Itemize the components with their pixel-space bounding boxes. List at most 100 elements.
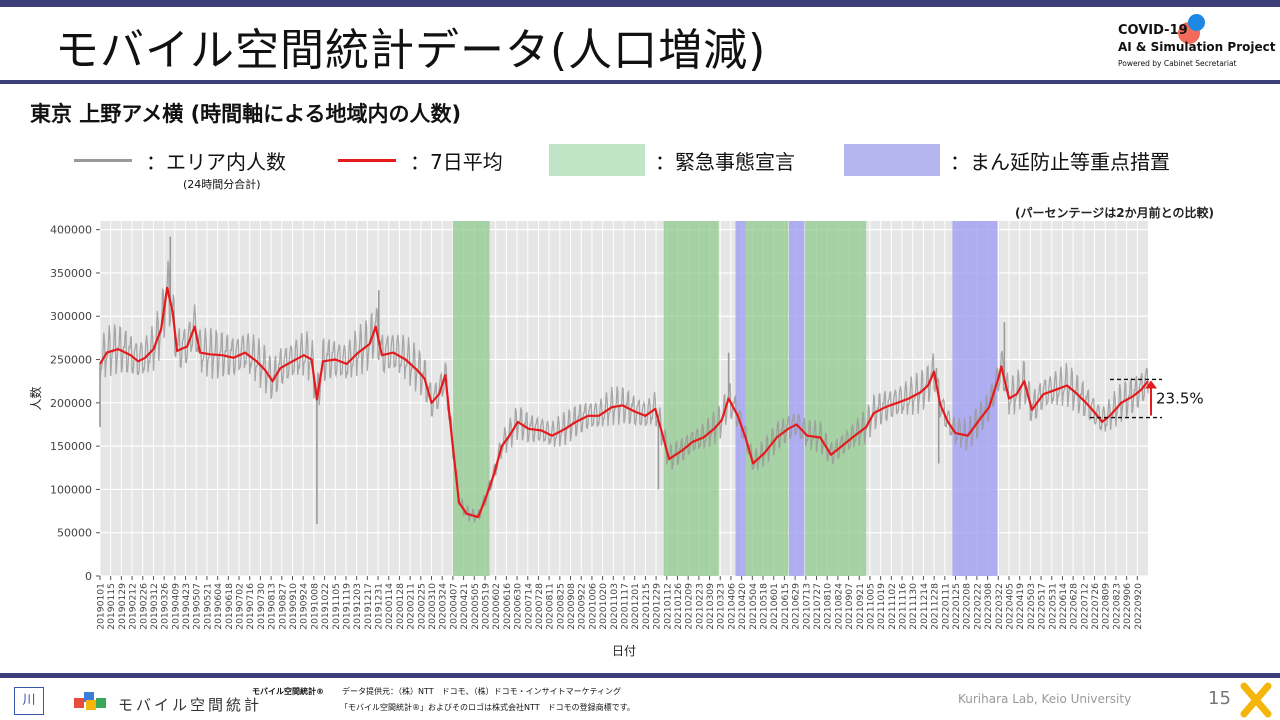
- x-tick-label: 20200324: [438, 583, 449, 630]
- x-tick-label: 20220503: [1026, 583, 1037, 630]
- avg7-series-line: [99, 286, 1149, 519]
- x-tick-label: 20200225: [416, 583, 427, 630]
- x-tick-label: 20190507: [192, 583, 203, 630]
- page-number: 15: [1208, 688, 1231, 709]
- x-tick-label: 20191105: [331, 583, 342, 630]
- x-tick-label: 20211116: [898, 583, 909, 630]
- x-tick-label: 20191119: [341, 583, 352, 630]
- x-tick-label: 20210601: [769, 583, 780, 630]
- x-tick-label: 20200128: [395, 583, 406, 630]
- x-tick-label: 20191022: [320, 583, 331, 630]
- x-tick-label: 20190618: [224, 583, 235, 630]
- x-tick-label: 20220322: [994, 583, 1005, 630]
- x-tick-label: 20211102: [887, 583, 898, 630]
- x-tick-label: 20200811: [545, 583, 556, 630]
- emergency-period: [452, 221, 490, 576]
- legend-avg-swatch: [338, 158, 396, 162]
- footer-credit: Kurihara Lab, Keio University: [958, 692, 1132, 706]
- x-tick-label: 20200211: [406, 583, 417, 630]
- x-tick-label: 20190423: [181, 583, 192, 630]
- x-mark-icon: [1240, 682, 1272, 718]
- x-tick-label: 20220111: [940, 583, 951, 630]
- legend-raw: ：エリア内人数: [74, 144, 286, 176]
- top-accent-bar: [0, 0, 1280, 7]
- x-tick-label: 20190910: [288, 583, 299, 630]
- x-tick-label: 20200421: [459, 583, 470, 630]
- footer-data-source: データ提供元：（株）NTT ドコモ、（株）ドコモ・インサイトマーケティング: [342, 687, 621, 696]
- x-axis-title: 日付: [612, 644, 636, 658]
- y-tick-label: 200000: [50, 397, 92, 410]
- x-tick-label: 20211214: [919, 583, 930, 630]
- emergency-period: [805, 221, 867, 576]
- x-tick-label: 20210504: [748, 583, 759, 630]
- y-tick-label: 100000: [50, 483, 92, 496]
- legend-priority: ：まん延防止等重点措置: [844, 144, 1170, 176]
- x-tick-label: 20210810: [823, 583, 834, 630]
- x-tick-label: 20200630: [513, 583, 524, 630]
- x-tick-label: 20200908: [566, 583, 577, 630]
- x-tick-label: 20210615: [780, 583, 791, 630]
- x-tick-label: 20190129: [117, 583, 128, 630]
- legend-emergency: ：緊急事態宣言: [549, 144, 795, 176]
- legend-priority-swatch: [844, 144, 940, 176]
- x-tick-label: 20210629: [791, 583, 802, 630]
- y-tick-label: 350000: [50, 267, 92, 280]
- y-tick-label: 400000: [50, 224, 92, 237]
- x-tick-label: 20220628: [1069, 583, 1080, 630]
- x-tick-label: 20201229: [652, 583, 663, 630]
- x-tick-label: 20220208: [962, 583, 973, 630]
- population-chart: 0 50000 100000 150000 200000 250000 300000 3500…: [28, 205, 1214, 658]
- footer-trademark: 「モバイル空間統計®」およびそのロゴは株式会社NTT ドコモの登録商標です。: [340, 703, 635, 712]
- priority-period: [788, 221, 805, 576]
- logo-line-1: COVID-19: [1118, 23, 1188, 38]
- x-tick-label: 20200310: [427, 583, 438, 630]
- x-tick-label: 20210727: [812, 583, 823, 630]
- x-tick-label: 20190326: [160, 583, 171, 630]
- x-tick-label: 20190827: [277, 583, 288, 630]
- page-title: モバイル空間統計データ(人口増減): [55, 25, 767, 76]
- legend-emergency-label: ：緊急事態宣言: [655, 149, 795, 174]
- y-tick-label: 50000: [57, 527, 92, 540]
- x-tick-label: 20200505: [470, 583, 481, 630]
- x-tick-label: 20190604: [213, 583, 224, 630]
- x-tick-label: 20220920: [1133, 583, 1144, 630]
- x-tick-label: 20190924: [299, 583, 310, 630]
- bracket-arrow-head: [1145, 380, 1157, 389]
- y-tick-label: 0: [85, 570, 92, 583]
- chart-subtitle: 東京 上野アメ横 (時間軸による地域内の人数): [30, 102, 462, 126]
- x-tick-label: 20210921: [855, 583, 866, 630]
- x-tick-label: 20201117: [620, 583, 631, 630]
- priority-period: [735, 221, 746, 576]
- x-tick-label: 20200114: [384, 583, 395, 630]
- x-tick-label: 20190730: [256, 583, 267, 630]
- legend-raw-note: (24時間分合計): [183, 178, 261, 191]
- x-tick-label: 20220726: [1090, 583, 1101, 630]
- x-tick-label: 20190226: [138, 583, 149, 630]
- x-tick-label: 20200407: [448, 583, 459, 630]
- x-tick-label: 20220809: [1101, 583, 1112, 630]
- x-tick-label: 20210406: [726, 583, 737, 630]
- legend-emergency-swatch: [549, 144, 645, 176]
- x-tick-label: 20220125: [951, 583, 962, 630]
- lab-logo-icon: 川: [14, 687, 44, 715]
- comparison-note: (パーセンテージは2か月前との比較): [1015, 205, 1214, 220]
- x-tick-label: 20190521: [202, 583, 213, 630]
- x-tick-label: 20211130: [908, 583, 919, 630]
- x-tick-label: 20190115: [106, 583, 117, 630]
- x-tick-label: 20191008: [309, 583, 320, 630]
- x-tick-label: 20210309: [705, 583, 716, 630]
- percent-change-label: 23.5%: [1156, 390, 1204, 408]
- legend-raw-swatch: [74, 158, 132, 162]
- footer-rule: [0, 673, 1280, 678]
- x-tick-label: 20190702: [235, 583, 246, 630]
- x-tick-label: 20200825: [555, 583, 566, 630]
- x-tick-label: 20191231: [374, 583, 385, 630]
- x-tick-label: 20201201: [630, 583, 641, 630]
- x-tick-label: 20200714: [523, 583, 534, 630]
- x-tick-label: 20210323: [716, 583, 727, 630]
- x-tick-label: 20201006: [587, 583, 598, 630]
- logo-blue-dot-icon: [1188, 14, 1205, 31]
- x-tick-label: 20200616: [502, 583, 513, 630]
- legend-avg: ：7日平均: [338, 144, 503, 176]
- x-tick-label: 20210907: [844, 583, 855, 630]
